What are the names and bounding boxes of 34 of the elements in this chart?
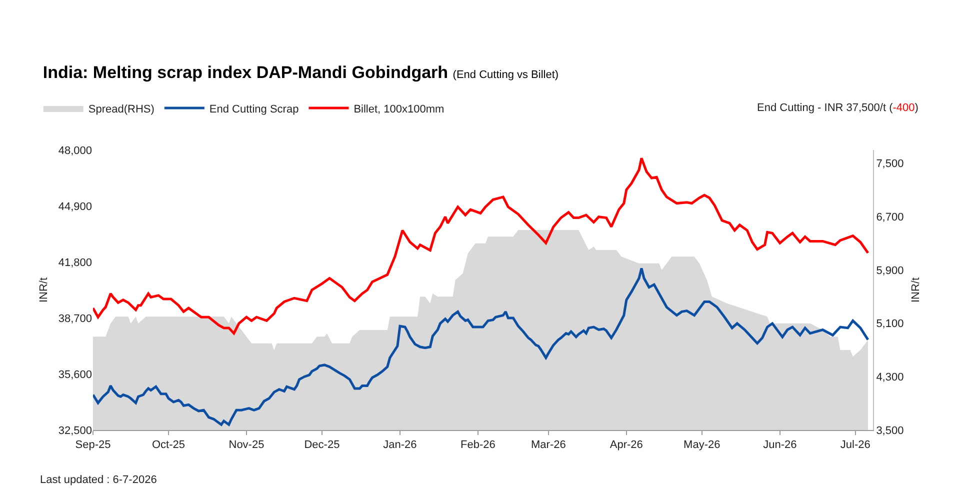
- y2-tick-label: 5,100: [876, 318, 904, 330]
- x-tick-label: Nov-25: [228, 439, 264, 452]
- y-axis-title: INR/t: [38, 277, 50, 303]
- x-tick-label: May-26: [684, 439, 720, 452]
- legend-label: Billet, 100x100mm: [354, 103, 444, 116]
- x-tick-label: Jul-26: [840, 439, 870, 452]
- y-tick-label: 48,000: [58, 144, 92, 157]
- text: Last updated : 6-7-2026: [40, 474, 157, 486]
- x-tick-label: Jan-26: [383, 439, 417, 452]
- y2-tick-label: 3,500: [876, 424, 904, 437]
- x-tick-label: Sep-25: [75, 439, 111, 452]
- y2-tick-label: 5,900: [876, 264, 904, 277]
- legend-label: End Cutting Scrap: [209, 103, 299, 116]
- line-series: [93, 267, 870, 426]
- x-tick-label: Mar-26: [531, 439, 566, 452]
- y-tick-label: 38,700: [58, 312, 92, 325]
- y-tick-label: 41,800: [58, 256, 92, 269]
- x-tick-label: Dec-25: [304, 439, 340, 452]
- chart-title: India: Melting scrap index DAP-Mandi Gobindgarh: [42, 63, 448, 82]
- y-tick-label: 35,600: [58, 368, 92, 381]
- y2-tick-label: 4,300: [876, 372, 904, 384]
- chart-subtitle: (End Cutting vs Billet): [452, 69, 559, 82]
- x-tick-label: Feb-26: [460, 439, 496, 452]
- x-tick-label: Jun-26: [763, 439, 797, 452]
- text: End Cutting - INR 37,500/t (-400): [757, 102, 918, 114]
- y-tick-label: 32,500: [58, 424, 92, 437]
- legend-label: Spread(RHS): [88, 103, 154, 116]
- x-tick-label: Apr-26: [610, 439, 643, 452]
- y2-tick-label: 6,700: [876, 212, 904, 224]
- y2-axis-title: INR/t: [910, 277, 922, 303]
- y-tick-label: 44,900: [58, 200, 92, 213]
- x-tick-label: Oct-25: [152, 439, 185, 452]
- y2-tick-label: 7,500: [876, 158, 904, 170]
- line-series: [93, 156, 870, 335]
